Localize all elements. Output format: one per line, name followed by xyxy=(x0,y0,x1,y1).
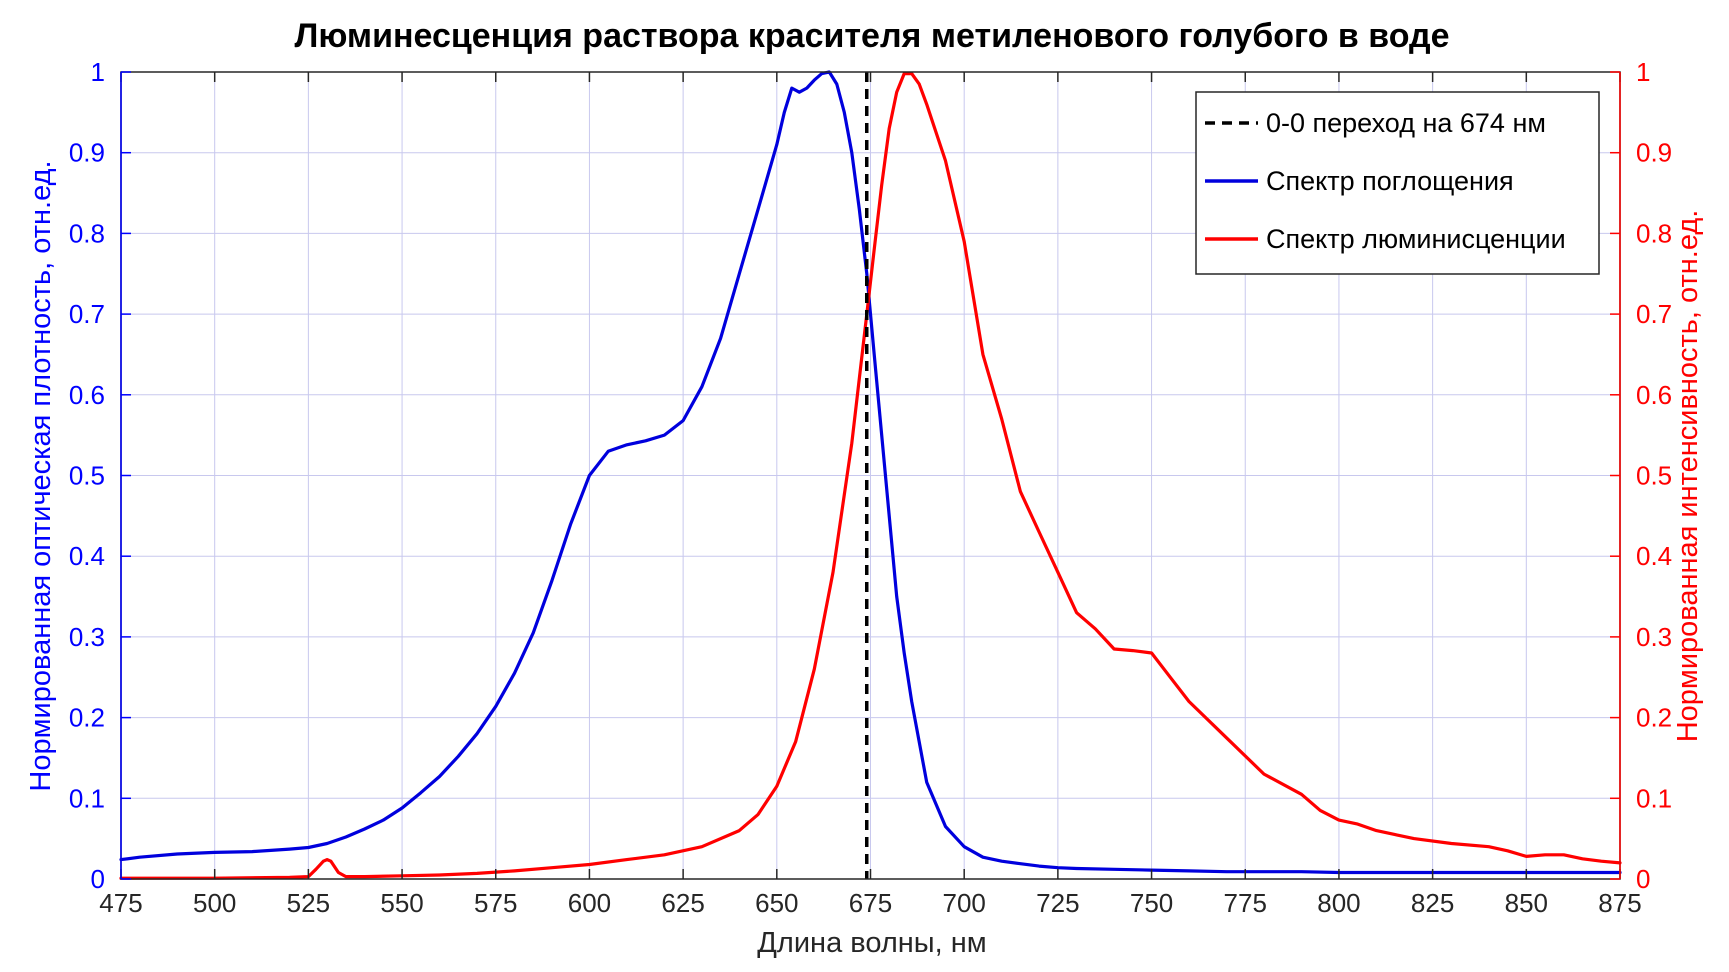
x-tick-label: 825 xyxy=(1411,888,1454,918)
x-tick-label: 750 xyxy=(1130,888,1173,918)
y-left-tick-label: 0.4 xyxy=(69,541,105,571)
x-tick-label: 525 xyxy=(287,888,330,918)
y-right-tick-label: 0.5 xyxy=(1636,461,1672,491)
x-ticks: 475 500 525 550 575 600 625 650 675 700 725 750 775 8… xyxy=(99,72,1642,918)
x-tick-label: 625 xyxy=(661,888,704,918)
y-left-tick-label: 0.3 xyxy=(69,622,105,652)
x-tick-label: 600 xyxy=(568,888,611,918)
y-left-tick-label: 0.1 xyxy=(69,783,105,813)
y-right-ticks: 0 0.1 0.2 0.3 0.4 0.5 0.6 0.7 0.8 0.9 1 xyxy=(1610,57,1672,894)
y-left-axis-label: Нормированная оптическая плотность, отн.… xyxy=(25,160,57,791)
legend-box xyxy=(1195,91,1600,275)
x-tick-label: 475 xyxy=(99,888,142,918)
y-right-tick-label: 0.1 xyxy=(1636,783,1672,813)
y-left-tick-label: 0.7 xyxy=(69,299,105,329)
y-left-tick-label: 0.8 xyxy=(69,218,105,248)
y-left-tick-label: 0.2 xyxy=(69,703,105,733)
y-left-ticks: 0 0.1 0.2 0.3 0.4 0.5 0.6 0.7 0.8 0.9 1 xyxy=(69,57,131,894)
y-left-tick-label: 0.6 xyxy=(69,380,105,410)
y-left-tick-label: 0.9 xyxy=(69,138,105,168)
x-tick-label: 650 xyxy=(755,888,798,918)
y-right-axis-label: Нормированная интенсивность, отн.ед. xyxy=(1672,210,1704,743)
x-tick-label: 700 xyxy=(942,888,985,918)
y-right-tick-label: 0.8 xyxy=(1636,218,1672,248)
y-right-tick-label: 0.2 xyxy=(1636,703,1672,733)
y-right-tick-label: 0.6 xyxy=(1636,380,1672,410)
x-tick-label: 550 xyxy=(380,888,423,918)
x-tick-label: 775 xyxy=(1224,888,1267,918)
x-tick-label: 725 xyxy=(1036,888,1079,918)
y-left-tick-label: 0.5 xyxy=(69,461,105,491)
y-right-tick-label: 0.4 xyxy=(1636,541,1672,571)
y-right-tick-label: 0.3 xyxy=(1636,622,1672,652)
series-line-absorption xyxy=(119,70,1622,875)
legend: 0-0 переход на 674 нм Спектр поглощения … xyxy=(1195,91,1600,275)
legend-label-transition: 0-0 переход на 674 нм xyxy=(1266,108,1546,138)
y-right-tick-label: 0.9 xyxy=(1636,138,1672,168)
chart-title: Люминесценция раствора красителя метилен… xyxy=(294,17,1449,55)
y-right-tick-label: 0 xyxy=(1636,864,1650,894)
legend-label-luminescence: Спектр люминисценции xyxy=(1266,224,1566,254)
x-tick-label: 675 xyxy=(849,888,892,918)
y-left-tick-label: 0 xyxy=(91,864,105,894)
series-line-luminescence xyxy=(119,71,1622,880)
x-tick-label: 575 xyxy=(474,888,517,918)
x-tick-label: 500 xyxy=(193,888,236,918)
x-tick-label: 800 xyxy=(1317,888,1360,918)
legend-label-absorption: Спектр поглощения xyxy=(1266,166,1514,196)
x-axis-label: Длина волны, нм xyxy=(757,927,986,959)
y-right-tick-label: 0.7 xyxy=(1636,299,1672,329)
y-right-tick-label: 1 xyxy=(1636,57,1650,87)
plot-series xyxy=(119,70,1622,880)
y-left-tick-label: 1 xyxy=(91,57,105,87)
x-tick-label: 850 xyxy=(1505,888,1548,918)
x-tick-label: 875 xyxy=(1598,888,1641,918)
